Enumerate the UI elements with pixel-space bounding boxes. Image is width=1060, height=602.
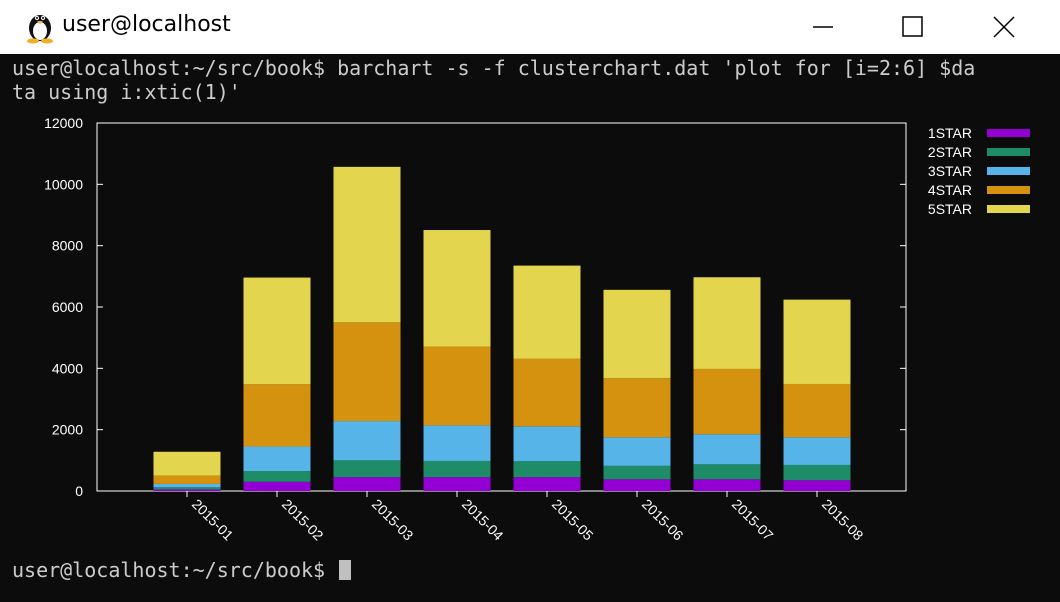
- bar-4star-2015-04: [423, 346, 491, 426]
- close-icon: [993, 16, 1015, 38]
- window-title: user@localhost: [62, 12, 231, 37]
- legend-swatch-2star: [987, 148, 1030, 156]
- bar-2star-2015-02: [243, 471, 311, 482]
- command-line-2: ta using i:xtic(1)': [12, 80, 241, 104]
- bar-5star-2015-01: [153, 451, 221, 476]
- x-tick-label: 2015-04: [459, 496, 507, 544]
- x-tick-label: 2015-01: [189, 496, 237, 544]
- bar-5star-2015-03: [333, 166, 401, 323]
- bar-2star-2015-04: [423, 460, 491, 478]
- bar-2star-2015-05: [513, 461, 581, 478]
- y-tick-label: 0: [75, 483, 83, 499]
- y-tick-label: 12000: [44, 115, 83, 131]
- bar-3star-2015-02: [243, 446, 311, 472]
- legend-swatch-3star: [987, 167, 1030, 175]
- legend-label-2star: 2STAR: [928, 144, 972, 160]
- bar-1star-2015-05: [513, 477, 581, 491]
- x-tick-label: 2015-02: [279, 496, 327, 544]
- bar-5star-2015-06: [603, 289, 671, 379]
- window-titlebar: user@localhost: [0, 0, 1060, 54]
- bar-3star-2015-07: [693, 434, 761, 465]
- bar-2star-2015-03: [333, 460, 401, 478]
- bar-3star-2015-04: [423, 425, 491, 461]
- x-tick-label: 2015-03: [369, 496, 417, 544]
- bar-5star-2015-05: [513, 265, 581, 359]
- bar-4star-2015-05: [513, 358, 581, 427]
- command-line-1: user@localhost:~/src/book$ barchart -s -…: [12, 56, 976, 80]
- bar-2star-2015-07: [693, 464, 761, 480]
- bar-2star-2015-08: [783, 464, 851, 481]
- y-tick-label: 10000: [44, 176, 83, 192]
- legend-swatch-4star: [987, 186, 1030, 194]
- y-tick-label: 4000: [52, 360, 83, 376]
- close-button[interactable]: [958, 0, 1048, 54]
- y-tick-label: 6000: [52, 299, 83, 315]
- bar-3star-2015-03: [333, 421, 401, 461]
- bar-4star-2015-03: [333, 322, 401, 422]
- bar-5star-2015-08: [783, 299, 851, 384]
- bar-1star-2015-03: [333, 477, 401, 491]
- bar-3star-2015-05: [513, 426, 581, 462]
- bar-3star-2015-08: [783, 437, 851, 465]
- stacked-bar-chart: 0 2000 4000 6000 8000 10000 12000 2015-01 2015-0…: [44, 115, 1030, 544]
- tux-penguin-icon: [27, 15, 53, 44]
- maximize-button[interactable]: [868, 0, 958, 54]
- legend-swatch-5star: [987, 205, 1030, 213]
- bar-1star-2015-08: [783, 480, 851, 491]
- bar-4star-2015-02: [243, 384, 311, 447]
- bar-4star-2015-07: [693, 368, 761, 435]
- y-tick-label: 8000: [52, 238, 83, 254]
- legend-label-3star: 3STAR: [928, 163, 972, 179]
- prompt-text: user@localhost:~/src/book$: [12, 558, 338, 582]
- bar-1star-2015-06: [603, 479, 671, 491]
- text-cursor: [339, 560, 352, 580]
- y-tick-label: 2000: [52, 422, 83, 438]
- x-tick-label: 2015-07: [729, 496, 777, 544]
- bar-3star-2015-01: [153, 483, 221, 488]
- bar-1star-2015-04: [423, 477, 491, 491]
- bar-1star-2015-02: [243, 481, 311, 491]
- legend-label-5star: 5STAR: [928, 201, 972, 217]
- x-tick-label: 2015-08: [819, 496, 867, 544]
- bar-1star-2015-07: [693, 479, 761, 491]
- bar-4star-2015-08: [783, 383, 851, 438]
- bar-5star-2015-02: [243, 277, 311, 385]
- maximize-icon: [902, 16, 923, 37]
- bar-1star-2015-01: [153, 489, 221, 491]
- bar-5star-2015-04: [423, 230, 491, 347]
- x-tick-label: 2015-06: [639, 496, 687, 544]
- bar-4star-2015-06: [603, 378, 671, 438]
- legend-swatch-1star: [987, 129, 1030, 137]
- bar-2star-2015-06: [603, 465, 671, 480]
- legend-label-1star: 1STAR: [928, 125, 972, 141]
- legend-label-4star: 4STAR: [928, 182, 972, 198]
- shell-prompt[interactable]: user@localhost:~/src/book$: [12, 558, 352, 583]
- bar-4star-2015-01: [153, 475, 221, 484]
- bar-2star-2015-01: [153, 487, 221, 490]
- bar-5star-2015-07: [693, 277, 761, 369]
- x-tick-label: 2015-05: [549, 496, 597, 544]
- minimize-button[interactable]: [778, 0, 868, 54]
- bar-3star-2015-06: [603, 437, 671, 466]
